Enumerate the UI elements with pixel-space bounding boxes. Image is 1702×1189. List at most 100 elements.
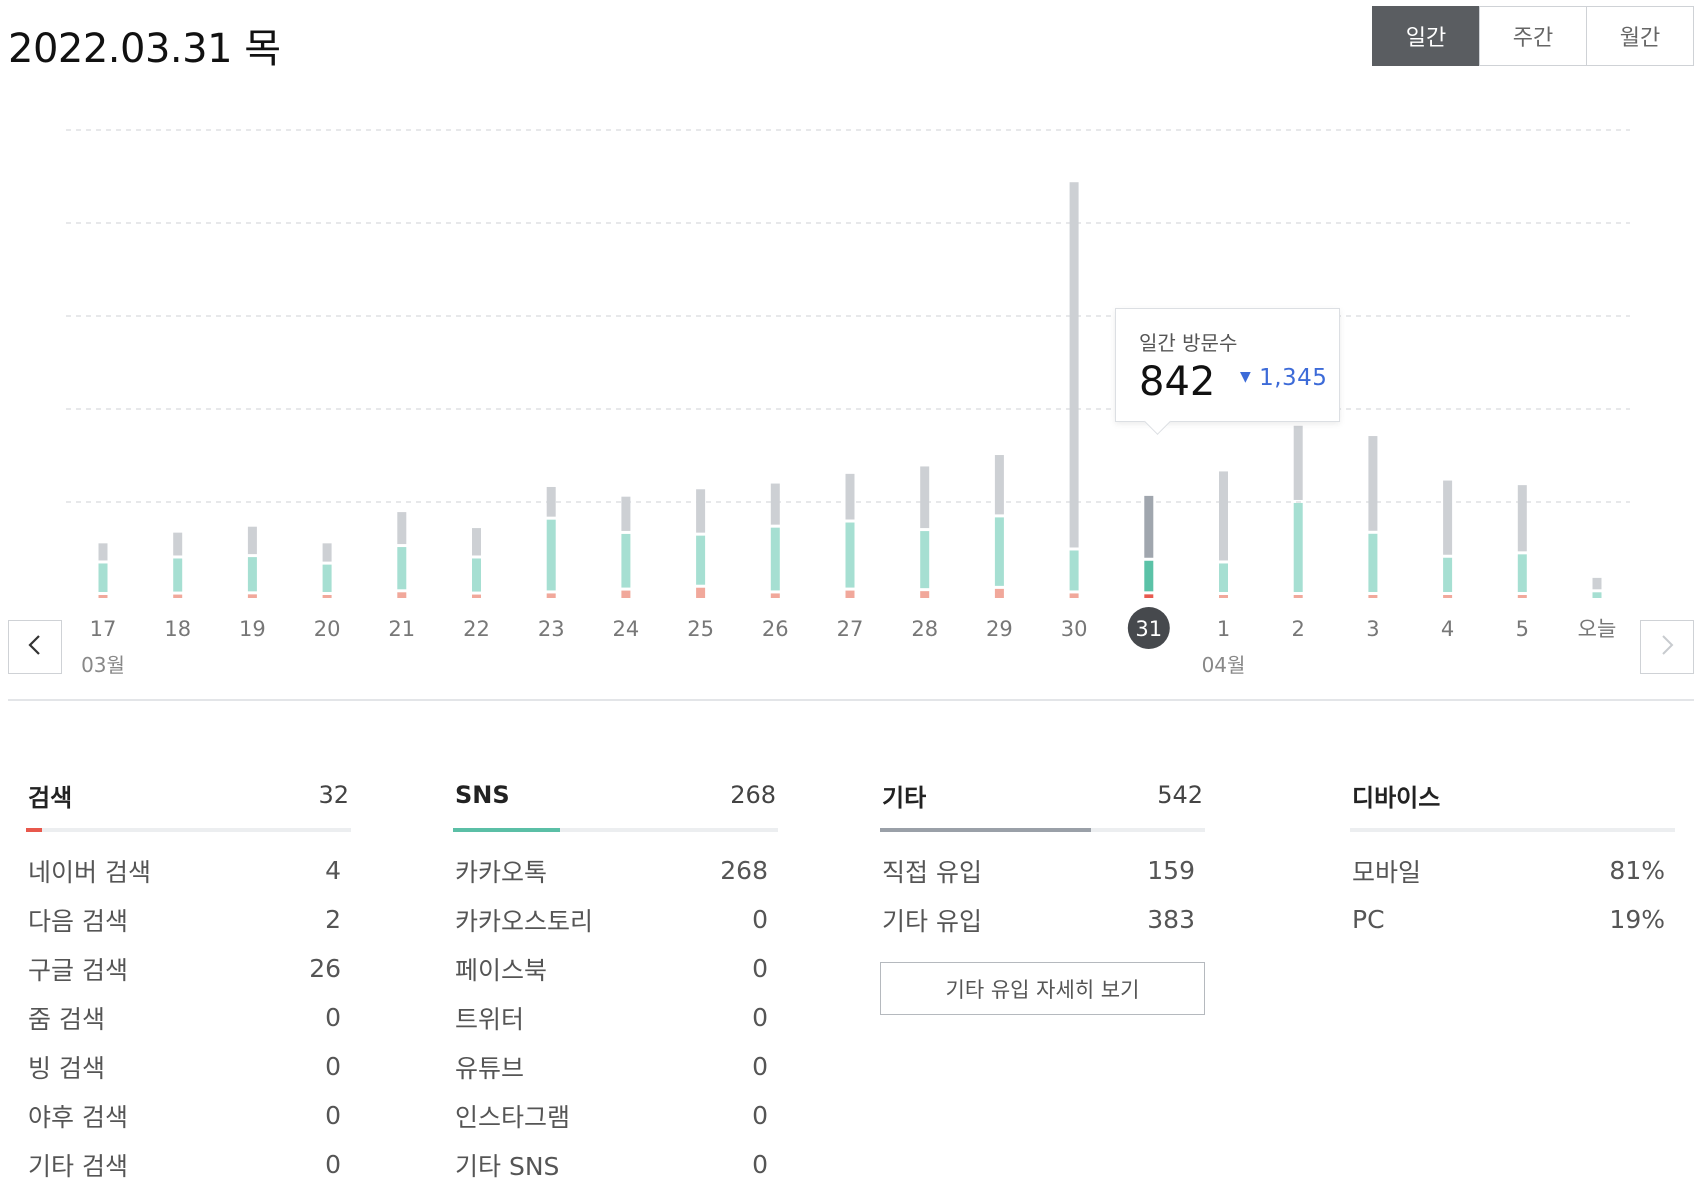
x-tick-label[interactable]: 1 [1217,617,1230,641]
bar-other[interactable] [247,526,257,555]
bar-sns[interactable] [1069,550,1079,591]
bar-sns[interactable] [247,557,257,592]
bar-search[interactable] [845,590,855,598]
row-value: 0 [752,905,768,934]
x-tick-label[interactable]: 17 [90,617,117,641]
x-tick-label[interactable]: 26 [762,617,789,641]
bar-search[interactable] [1368,595,1378,598]
bar-sns[interactable] [1368,533,1378,592]
bar-sns[interactable] [322,564,332,592]
tab-weekly[interactable]: 주간 [1479,6,1587,66]
bar-other[interactable] [1293,425,1303,500]
bar-sns[interactable] [621,533,631,588]
bar-other[interactable] [1144,495,1154,558]
bar-other[interactable] [546,486,556,517]
bar-search[interactable] [98,595,108,598]
x-tick-label[interactable]: 22 [463,617,490,641]
x-tick-label[interactable]: 31 [1135,617,1162,641]
bar-sns[interactable] [696,535,706,585]
x-tick-label[interactable]: 20 [314,617,341,641]
bar-other[interactable] [472,528,481,556]
bar-sns[interactable] [1517,554,1527,592]
bar-search[interactable] [920,591,930,598]
row-label: 직접 유입 [882,857,982,887]
bar-sns[interactable] [472,558,481,592]
row-label: 기타 유입 [882,906,982,936]
bar-sns[interactable] [994,517,1004,586]
x-tick-label[interactable]: 30 [1061,617,1088,641]
bar-sns[interactable] [173,558,183,592]
bar-other[interactable] [173,532,183,556]
bar-search[interactable] [770,593,780,598]
bar-sns[interactable] [845,522,855,588]
bar-sns[interactable] [770,527,780,591]
bar-other[interactable] [1069,182,1079,548]
list-item: 인스타그램 0 [453,1091,778,1140]
bar-other[interactable] [1517,485,1527,552]
bar-sns[interactable] [1219,563,1228,592]
x-tick-label[interactable]: 21 [388,617,415,641]
bar-sns[interactable] [1144,560,1154,592]
bar-search[interactable] [1517,595,1527,598]
x-tick-label[interactable]: 2 [1292,617,1305,641]
bar-other[interactable] [397,512,407,545]
etc-detail-button[interactable]: 기타 유입 자세히 보기 [880,962,1205,1015]
bar-sns[interactable] [920,531,930,589]
bar-other[interactable] [98,543,108,561]
x-tick-label[interactable]: 23 [538,617,565,641]
x-tick-label[interactable]: 19 [239,617,266,641]
x-tick-label[interactable]: 4 [1441,617,1454,641]
x-tick-label[interactable]: 5 [1516,617,1529,641]
x-tick-label[interactable]: 18 [164,617,191,641]
row-label: 카카오스토리 [455,906,594,936]
bar-search[interactable] [1219,595,1228,598]
bar-other[interactable] [1368,436,1378,531]
x-tick-label[interactable]: 29 [986,617,1013,641]
bar-search[interactable] [1293,595,1303,598]
bar-search[interactable] [247,594,257,598]
bar-other[interactable] [322,543,332,562]
bar-search[interactable] [696,587,706,598]
x-tick-label[interactable]: 오늘 [1578,617,1617,641]
x-tick-label[interactable]: 25 [687,617,714,641]
bar-search[interactable] [994,588,1004,598]
bar-other[interactable] [770,483,780,525]
bar-other[interactable] [1219,471,1228,561]
x-tick-label[interactable]: 3 [1366,617,1379,641]
selected-day-marker[interactable] [1127,607,1170,649]
x-tick-label[interactable]: 24 [613,617,640,641]
bar-sns[interactable] [397,547,407,590]
bar-search[interactable] [397,592,407,598]
bar-other[interactable] [1592,577,1602,590]
bar-other[interactable] [994,455,1004,515]
bar-other[interactable] [696,489,706,533]
bar-search[interactable] [1069,593,1079,598]
prev-period-button[interactable] [8,620,62,674]
bar-other[interactable] [845,473,855,520]
stats-etc-header: 기타 542 [880,770,1205,820]
bar-sns[interactable] [546,519,556,591]
bar-other[interactable] [1443,480,1453,555]
row-label: 페이스북 [455,955,548,985]
bar-search[interactable] [621,590,631,598]
bar-other[interactable] [621,496,631,531]
row-label: 유튜브 [455,1053,525,1083]
x-tick-label[interactable]: 27 [837,617,864,641]
bar-other[interactable] [920,466,930,529]
x-tick-label[interactable]: 28 [911,617,938,641]
next-period-button[interactable] [1640,620,1694,674]
bar-search[interactable] [1144,594,1154,598]
row-label: PC [1352,905,1385,934]
tab-monthly[interactable]: 월간 [1586,6,1694,66]
bar-search[interactable] [1443,595,1453,598]
bar-sns[interactable] [1293,502,1303,592]
bar-search[interactable] [546,593,556,598]
bar-search[interactable] [322,595,332,598]
bar-search[interactable] [472,594,481,598]
bar-sns[interactable] [1443,557,1453,592]
bar-search[interactable] [173,594,183,598]
period-tabs: 일간 주간 월간 [1372,6,1694,66]
bar-sns[interactable] [1592,592,1602,598]
bar-sns[interactable] [98,563,108,592]
tab-daily[interactable]: 일간 [1372,6,1480,66]
